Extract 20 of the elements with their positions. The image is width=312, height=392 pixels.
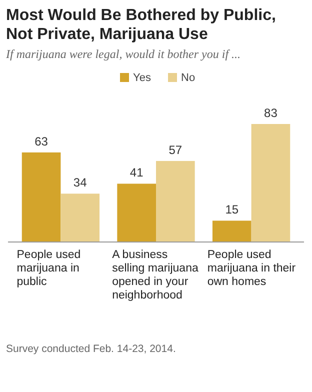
legend-label: Yes	[133, 72, 152, 84]
data-label: 34	[73, 176, 88, 190]
bar	[156, 160, 195, 242]
bar	[212, 220, 252, 242]
data-label: 57	[168, 142, 182, 157]
x-tick-label: People used marijuana in their own homes	[207, 249, 296, 288]
text: Survey conducted Feb. 14-23, 2014.	[6, 343, 176, 355]
bar	[60, 194, 100, 242]
chart-subtitle: If marijuana were legal, would it bother you if ...	[5, 47, 241, 61]
x-tick-label: People used marijuana in public	[16, 249, 81, 288]
bar	[117, 184, 156, 242]
bar	[251, 124, 290, 242]
data-label: 41	[130, 166, 144, 180]
data-label: 63	[34, 134, 48, 148]
data-label: 15	[225, 202, 239, 217]
chart-title: Most Would Be Bothered by Public, Not Private, Marijuana Use	[6, 7, 276, 43]
data-label: 83	[264, 106, 278, 120]
bar	[22, 152, 61, 242]
x-tick-label: A business selling marijuana opened in your neighborhood	[112, 249, 199, 302]
legend-label: No	[181, 72, 196, 84]
